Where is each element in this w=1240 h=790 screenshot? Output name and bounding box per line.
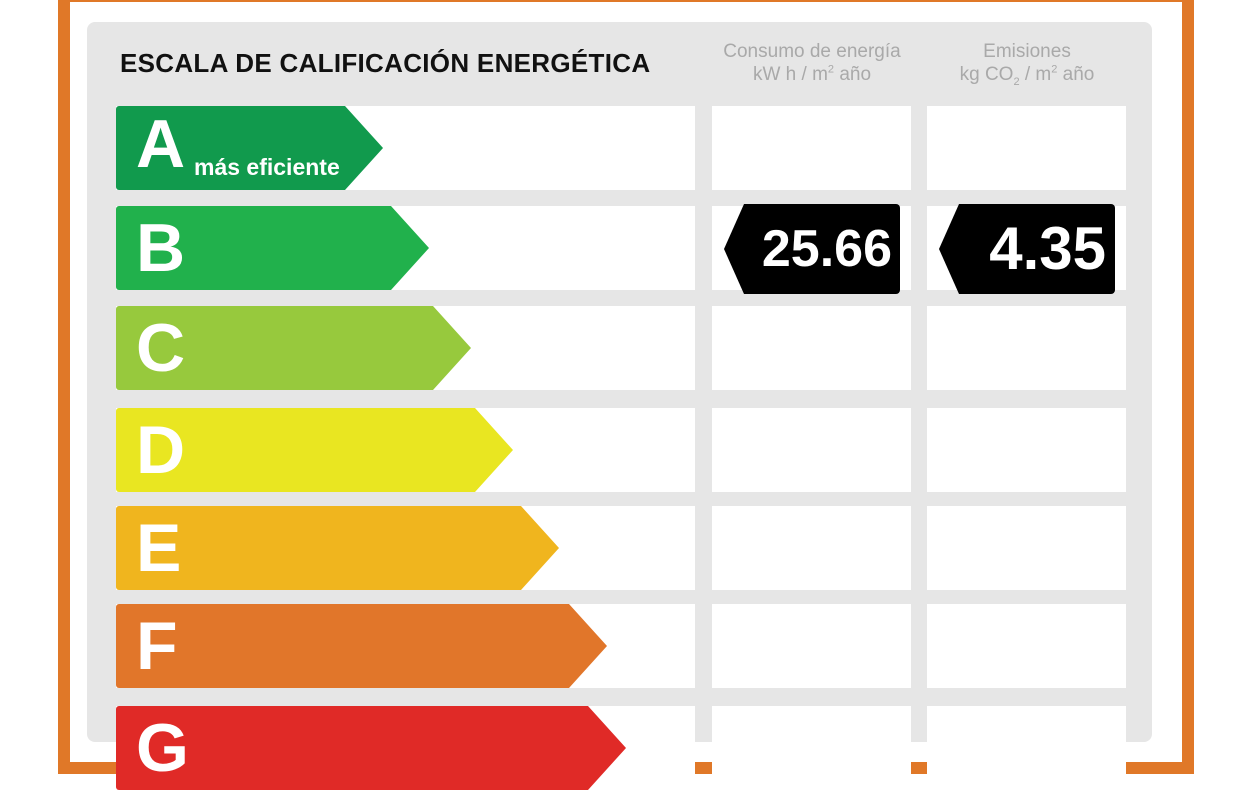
rating-arrow-d [116,408,513,492]
emissions-cell-a [927,106,1126,190]
rating-letter-d: D [136,412,186,488]
emissions-cell-c [927,306,1126,390]
rating-arrow-g [116,706,626,790]
scale-title: ESCALA DE CALIFICACIÓN ENERGÉTICA [120,48,651,78]
rating-arrow-b [116,206,429,290]
energy-value-badge: 25.66 [724,204,900,294]
energy-cell-c [712,306,911,390]
rating-arrow-a [116,106,383,190]
rating-letter-a: A [136,106,186,182]
energy-cell-d [712,408,911,492]
energy-cell-f [712,604,911,688]
emissions-header-unit: kg CO2 / m2 año [959,63,1095,88]
emissions-value-badge: 4.35 [939,204,1115,294]
rating-letter-e: E [136,510,182,586]
rating-letter-g: G [136,710,189,786]
rating-arrow-e [116,506,559,590]
rating-letter-c: C [136,310,186,386]
emissions-column-header: Emisiones kg CO2 / m2 año [927,40,1127,88]
energy-column-header: Consumo de energía kW h / m2 año [712,40,912,86]
rating-letter-f: F [136,608,178,684]
emissions-cell-e [927,506,1126,590]
energy-header-line1: Consumo de energía [723,41,901,62]
emissions-cell-g [927,706,1126,790]
energy-cell-e [712,506,911,590]
energy-cell-a [712,106,911,190]
energy-header-unit: kW h / m2 año [752,63,872,85]
emissions-cell-d [927,408,1126,492]
rating-label-a: más eficiente [194,154,340,180]
rating-letter-b: B [136,210,186,286]
rating-arrow-c [116,306,471,390]
energy-cell-g [712,706,911,790]
rating-arrow-f [116,604,607,688]
emissions-cell-f [927,604,1126,688]
emissions-header-line1: Emisiones [983,41,1071,62]
